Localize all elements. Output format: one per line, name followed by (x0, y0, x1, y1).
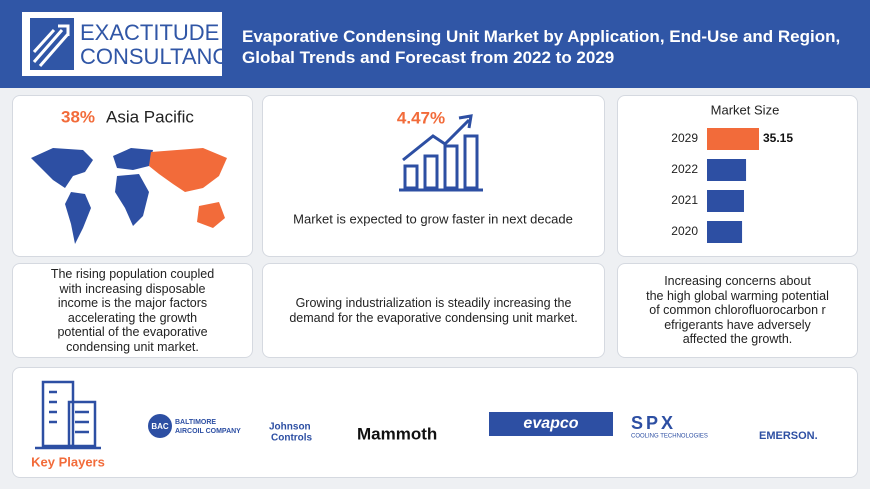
region-share: 38% (61, 107, 95, 126)
title: Evaporative Condensing Unit Market by Ap… (242, 26, 840, 68)
title-line: Evaporative Condensing Unit Market by Ap… (242, 27, 841, 46)
region-name: Asia Pacific (106, 107, 194, 126)
logo-text: CONSULTANCY (80, 44, 222, 69)
note-line: demand for the evaporative condensing un… (289, 310, 578, 325)
header: EXACTITUDE CONSULTANCY Evaporative Conde… (0, 0, 870, 88)
category-label: 2022 (671, 162, 698, 176)
logo-text: AIRCOIL COMPANY (175, 428, 241, 435)
value-label: 35.15 (763, 131, 793, 145)
note-panel: The rising population coupled with increa… (12, 263, 253, 358)
note: The rising population coupled with increa… (13, 264, 252, 357)
logo-text: evapco (523, 415, 578, 432)
logo-text: Johnson (269, 422, 311, 433)
chart-panel: Market Size 2029 35.15 2022 2021 2020 (617, 95, 858, 257)
logo-art: EXACTITUDE CONSULTANCY (30, 18, 243, 70)
logo-text: COOLING TECHNOLOGIES (631, 434, 708, 440)
growth-text: Market is expected to grow faster in nex… (293, 211, 573, 226)
note-line: accelerating the growth (67, 310, 198, 325)
region-art: 38% Asia Pacific (31, 107, 227, 244)
logo-text: Mammoth (357, 424, 437, 443)
players-art: Key Players BAC BALTIMORE AIRCOIL COMPAN… (31, 380, 818, 469)
note-line: affected the growth. (682, 332, 793, 347)
bar (707, 128, 759, 150)
players-label: Key Players (31, 454, 105, 469)
logo-text: BALTIMORE (175, 419, 216, 426)
note-line: the high global warming potential (646, 288, 829, 303)
note-line: potential of the evaporative (57, 325, 208, 339)
logo-text: SPX (631, 413, 676, 433)
note-line: Increasing concerns about (664, 274, 811, 289)
title-line: Global Trends and Forecast from 2022 to … (242, 48, 615, 67)
logo-mark: BAC (151, 422, 169, 431)
note-line: condensing unit market. (66, 339, 199, 354)
note-panel: Increasing concerns about the high global… (617, 263, 858, 358)
note: Growing industrialization is steadily in… (263, 264, 604, 357)
growth-panel: 4.47% Market is expected to grow faster … (262, 95, 605, 257)
region-panel: 38% Asia Pacific (12, 95, 253, 257)
note-line: with increasing disposable (59, 281, 206, 296)
category-label: 2021 (671, 193, 698, 207)
note: Increasing concerns about the high global… (618, 264, 857, 357)
bar (707, 221, 743, 243)
players-panel: Key Players BAC BALTIMORE AIRCOIL COMPAN… (12, 367, 858, 478)
note-line: of common chlorofluorocarbon r (649, 303, 826, 318)
note-panel: Growing industrialization is steadily in… (262, 263, 605, 358)
logo-text: EMERSON. (759, 430, 818, 442)
category-label: 2029 (671, 131, 698, 145)
growth-art: 4.47% Market is expected to grow faster … (293, 108, 573, 226)
logo-text: EXACTITUDE (80, 20, 219, 45)
growth-rate: 4.47% (397, 108, 445, 127)
chart-title: Market Size (711, 102, 780, 117)
note-line: efrigerants have adversely (664, 317, 811, 332)
note-line: income is the major factors (57, 296, 208, 310)
bar (707, 159, 747, 181)
logo-text: Controls (271, 433, 313, 444)
note-line: The rising population coupled (50, 267, 215, 281)
note-line: Growing industrialization is steadily in… (295, 296, 572, 310)
logo: EXACTITUDE CONSULTANCY (22, 12, 243, 76)
chart: Market Size 2029 35.15 2022 2021 2020 (671, 102, 793, 243)
category-label: 2020 (671, 224, 698, 238)
bar (707, 190, 744, 212)
